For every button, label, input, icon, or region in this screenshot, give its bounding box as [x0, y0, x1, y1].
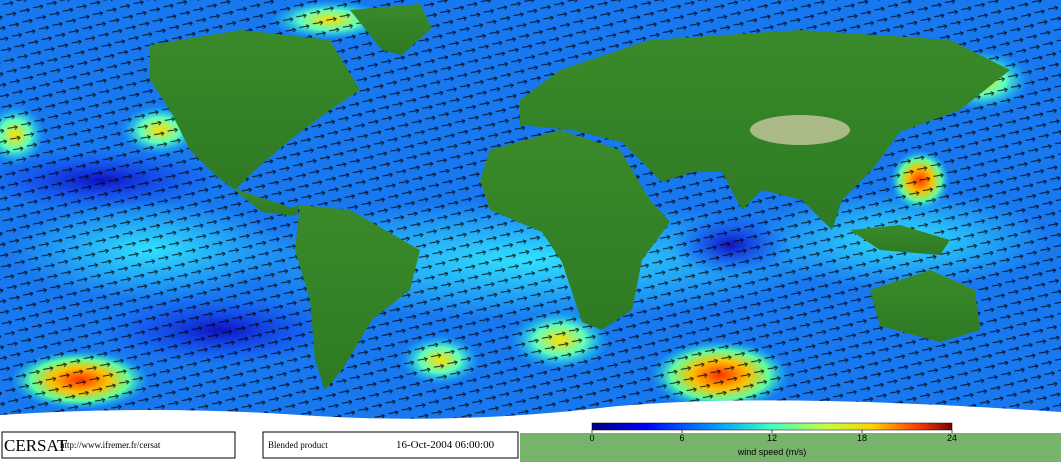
- plateau: [750, 115, 850, 145]
- logo: CERSAT: [4, 436, 68, 455]
- colorbar-label: wind speed (m/s): [737, 447, 807, 457]
- colorbar-tick-label: 12: [767, 433, 777, 443]
- colorbar-tick-label: 24: [947, 433, 957, 443]
- logo-box: [1, 431, 236, 459]
- colorbar: [591, 422, 953, 431]
- colorbar-tick-label: 0: [589, 433, 594, 443]
- product-box: [262, 431, 519, 459]
- colorbar-tick-label: 18: [857, 433, 867, 443]
- colorbar-tick-label: 6: [679, 433, 684, 443]
- antarctica-land: [520, 433, 1061, 462]
- url: http://www.ifremer.fr/cersat: [60, 440, 161, 450]
- date: 16-Oct-2004 06:00:00: [396, 439, 495, 451]
- product: Blended product: [268, 440, 328, 450]
